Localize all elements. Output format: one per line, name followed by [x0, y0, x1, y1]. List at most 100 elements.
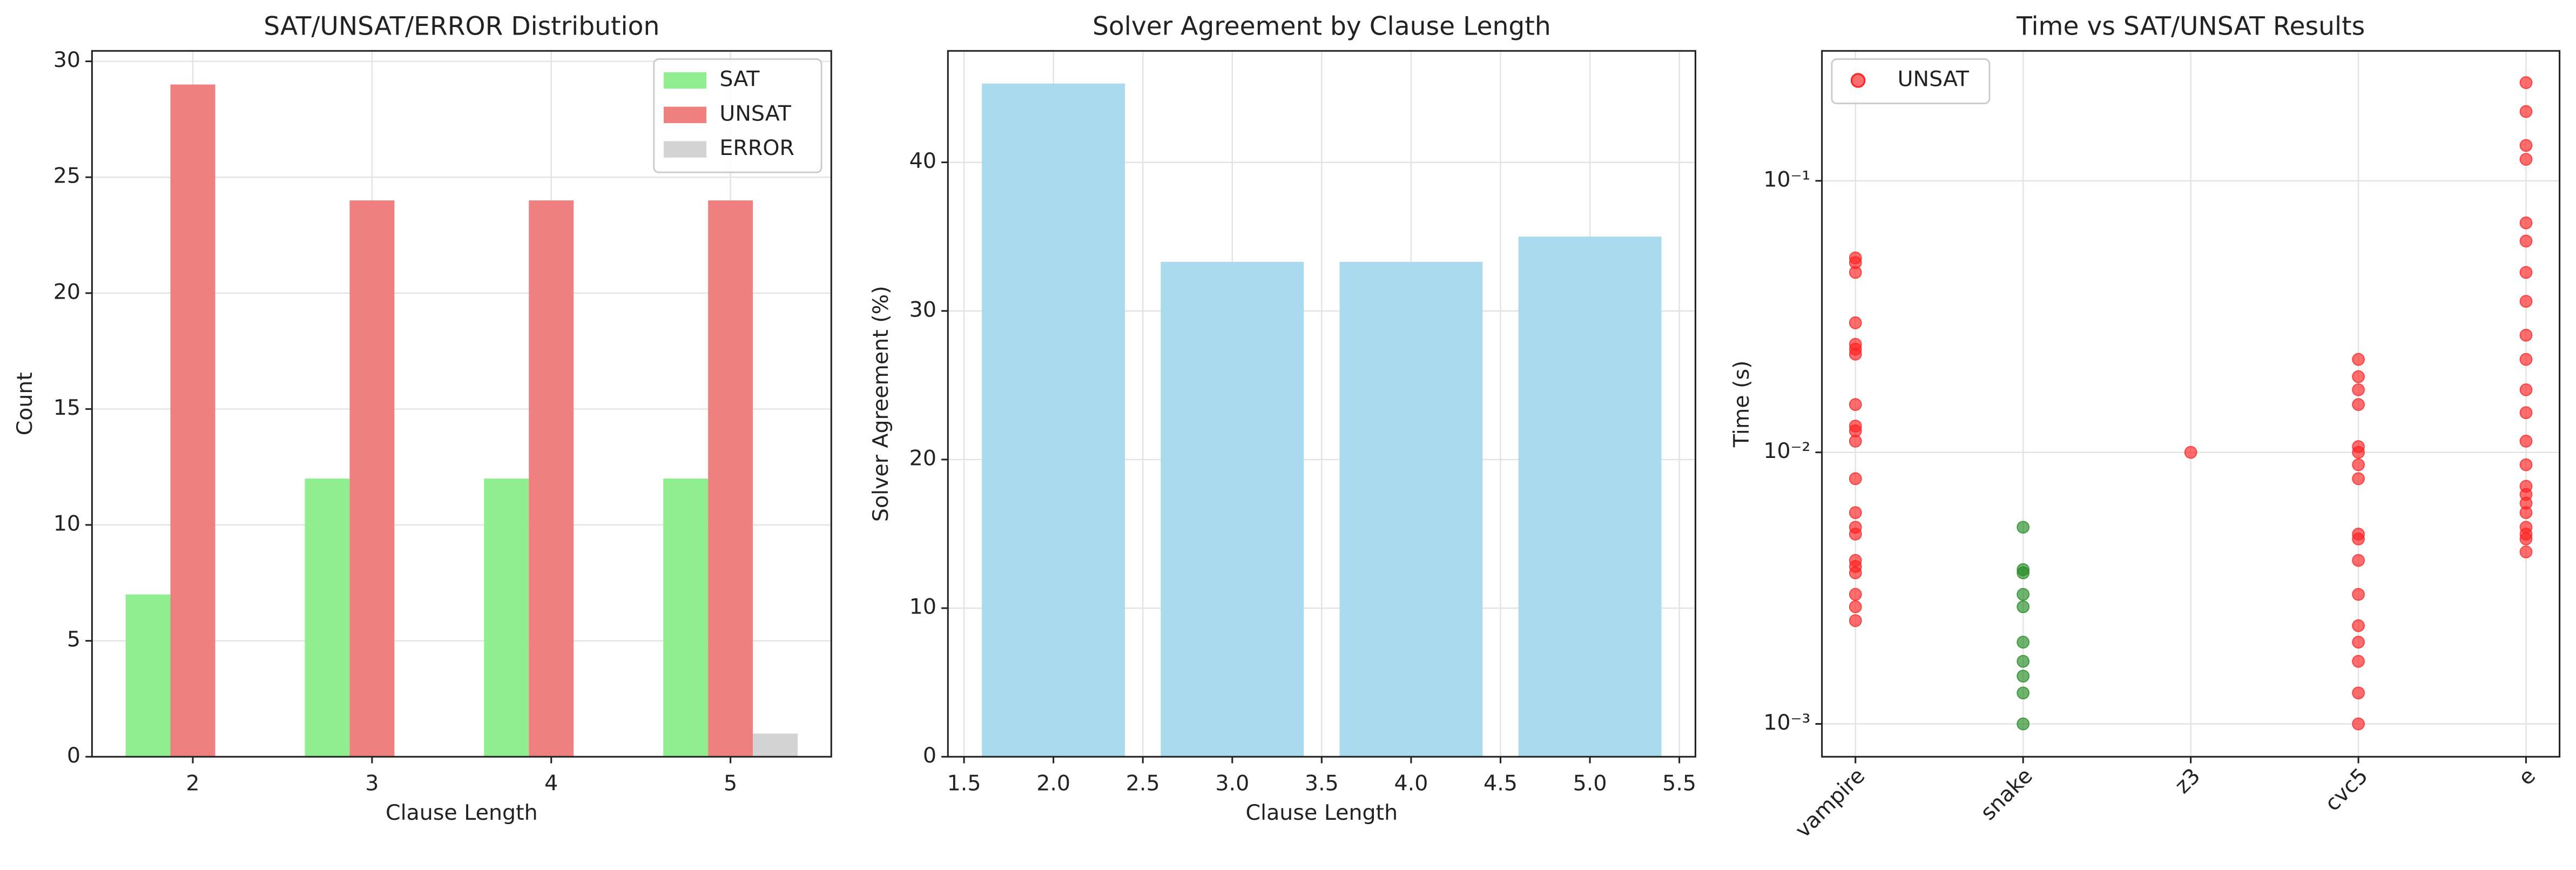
x-tick-label: 4.5: [1483, 771, 1518, 795]
point: [2519, 353, 2533, 366]
x-tick-label: 2.0: [1036, 771, 1070, 795]
y-tick-label: 5: [67, 627, 80, 652]
bar: [663, 478, 709, 757]
x-axis-label: Clause Length: [386, 800, 538, 825]
chart-title: SAT/UNSAT/ERROR Distribution: [264, 12, 659, 42]
point: [2352, 353, 2365, 366]
axes-frame: [1821, 50, 2561, 758]
point: [2519, 216, 2533, 230]
point: [1849, 506, 1862, 520]
point: [2352, 458, 2365, 471]
bar: [529, 200, 574, 757]
x-tick-label: 4.0: [1394, 771, 1428, 795]
y-tick-label: 30: [53, 48, 80, 72]
bar: [708, 200, 753, 757]
y-tick-label: 25: [53, 164, 80, 188]
axes-frame: [947, 50, 1696, 758]
chart-title: Solver Agreement by Clause Length: [1093, 12, 1551, 42]
bar: [1339, 261, 1483, 757]
point: [1849, 528, 1862, 541]
point: [1849, 600, 1862, 613]
point: [2017, 655, 2030, 668]
point: [1849, 266, 1862, 279]
point: [2519, 266, 2533, 279]
bar: [170, 84, 215, 757]
point: [2519, 406, 2533, 420]
point: [2519, 105, 2533, 118]
point: [2352, 532, 2365, 545]
point: [1849, 566, 1862, 579]
y-tick-label: 10⁻¹: [1763, 167, 1810, 192]
point: [2017, 521, 2030, 534]
y-axis-label: Count: [12, 372, 37, 435]
x-tick-label: 5.0: [1573, 771, 1607, 795]
point: [2352, 655, 2365, 668]
point: [2519, 76, 2533, 89]
bar: [484, 478, 529, 757]
point: [2352, 472, 2365, 485]
point: [2519, 545, 2533, 558]
point: [2352, 619, 2365, 632]
point: [2519, 139, 2533, 152]
point: [2017, 670, 2030, 683]
point: [2519, 506, 2533, 520]
point: [2352, 446, 2365, 459]
point: [2352, 636, 2365, 649]
legend-label: ERROR: [719, 136, 794, 160]
x-axis-label: Clause Length: [1246, 800, 1398, 825]
point: [2519, 532, 2533, 545]
bar: [1518, 237, 1662, 757]
point: [2519, 458, 2533, 471]
y-axis-label: Time (s): [1729, 360, 1754, 448]
y-tick-label: 15: [53, 395, 80, 420]
point: [2519, 328, 2533, 342]
point: [2519, 153, 2533, 166]
x-tick-label: 5.5: [1662, 771, 1696, 795]
x-tick-label: 4: [544, 771, 558, 795]
legend-label: SAT: [719, 66, 760, 91]
axes-frame: [91, 50, 832, 758]
point: [1849, 472, 1862, 485]
chart-title: Time vs SAT/UNSAT Results: [2016, 12, 2365, 42]
point: [2352, 383, 2365, 396]
legend-box: [1831, 58, 1991, 105]
point: [1849, 398, 1862, 411]
bar: [1161, 261, 1304, 757]
legend-label: UNSAT: [1898, 66, 1970, 91]
bar: [753, 733, 798, 757]
y-tick-label: 0: [923, 743, 936, 768]
point: [1849, 434, 1862, 448]
point: [2184, 446, 2197, 459]
y-axis-label: Solver Agreement (%): [868, 286, 893, 522]
y-tick-label: 40: [909, 149, 936, 173]
point: [2017, 566, 2030, 579]
legend-label: UNSAT: [719, 101, 791, 126]
x-tick-label: 2.5: [1126, 771, 1160, 795]
bar: [125, 594, 171, 757]
point: [2017, 636, 2030, 649]
bar: [349, 200, 395, 757]
bar: [982, 83, 1125, 757]
bar: [305, 478, 350, 757]
point: [2352, 370, 2365, 383]
y-tick-label: 10: [53, 511, 80, 536]
point: [2519, 383, 2533, 396]
legend-swatch: [664, 141, 707, 158]
point: [2352, 588, 2365, 601]
point: [2352, 686, 2365, 700]
legend-marker: [1850, 73, 1866, 88]
x-tick-label: 3: [365, 771, 379, 795]
point: [2519, 234, 2533, 248]
y-tick-label: 10⁻³: [1763, 710, 1810, 735]
point: [2017, 600, 2030, 613]
legend-swatch: [664, 72, 707, 89]
point: [2352, 554, 2365, 567]
x-tick-label: 3.5: [1305, 771, 1339, 795]
point: [1849, 316, 1862, 329]
point: [2352, 717, 2365, 731]
y-tick-label: 20: [53, 279, 80, 304]
point: [1849, 614, 1862, 628]
x-tick-label: 5: [724, 771, 737, 795]
